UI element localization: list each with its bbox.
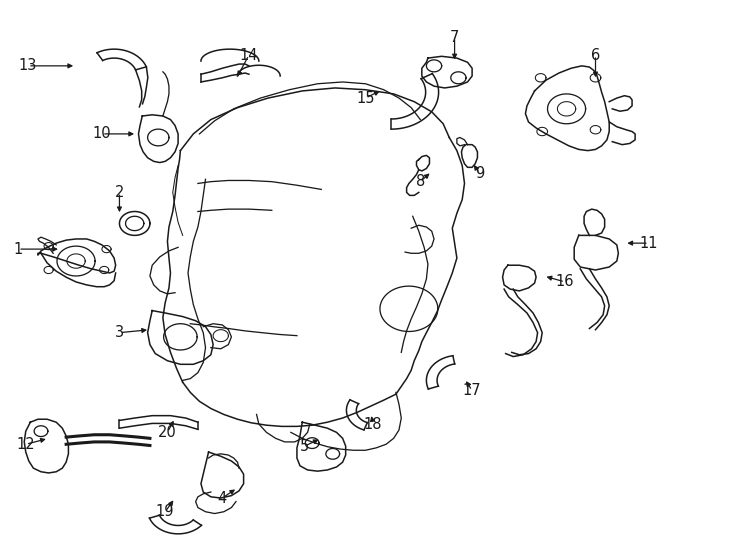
Text: 18: 18 bbox=[364, 416, 382, 431]
Text: 8: 8 bbox=[415, 174, 425, 189]
Text: 6: 6 bbox=[591, 48, 600, 63]
Text: 4: 4 bbox=[218, 490, 227, 505]
Text: 11: 11 bbox=[639, 235, 658, 251]
Text: 7: 7 bbox=[450, 30, 459, 45]
Text: 17: 17 bbox=[463, 383, 482, 398]
Text: 9: 9 bbox=[475, 166, 484, 181]
Text: 5: 5 bbox=[300, 438, 309, 454]
Text: 19: 19 bbox=[156, 504, 175, 519]
Text: 14: 14 bbox=[240, 48, 258, 63]
Text: 1: 1 bbox=[13, 241, 23, 256]
Text: 13: 13 bbox=[19, 58, 37, 73]
Text: 2: 2 bbox=[115, 185, 124, 200]
Text: 16: 16 bbox=[556, 274, 574, 289]
Text: 12: 12 bbox=[16, 437, 35, 452]
Text: 10: 10 bbox=[92, 126, 112, 141]
Text: 20: 20 bbox=[158, 425, 177, 440]
Text: 3: 3 bbox=[115, 325, 124, 340]
Text: 15: 15 bbox=[356, 91, 375, 106]
